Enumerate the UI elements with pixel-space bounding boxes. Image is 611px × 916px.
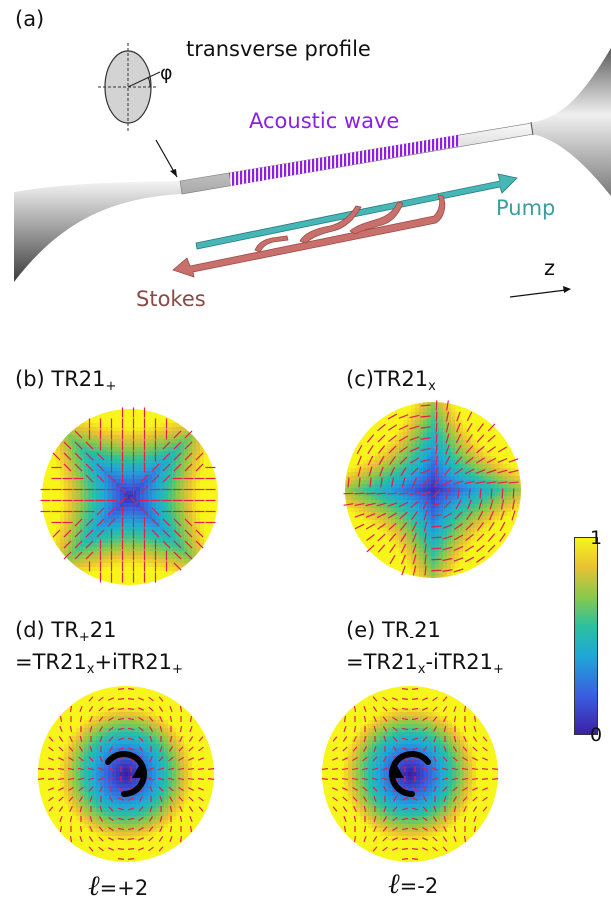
mode-plot-b [40, 407, 220, 587]
fiber-taper-diagram [14, 43, 611, 298]
right-taper [530, 48, 611, 196]
field-arrows [343, 400, 519, 576]
panel-d-formula: =TR21x+iTR21+ [15, 650, 183, 677]
panel-e-label: (e) TR-21 [346, 618, 441, 645]
panel-d-label: (d) TR+21 [15, 618, 117, 645]
colorbar-min-label: 0 [590, 724, 603, 746]
rotation-arrow-icon [105, 751, 147, 797]
transverse-profile-label: transverse profile [186, 37, 371, 61]
colorbar-max-label: 1 [590, 527, 603, 549]
stokes-label: Stokes [136, 287, 206, 311]
pump-label: Pump [496, 196, 556, 220]
field-arrows [37, 688, 215, 860]
rotation-arrow-icon [389, 751, 431, 797]
stokes-arrow [172, 194, 446, 278]
z-axis-label: z [544, 256, 556, 280]
panel-e-formula: =TR21x-iTR21+ [346, 650, 504, 677]
panel-c-label: (c)TR21x [346, 367, 436, 394]
l-value-d: ℓ=+2 [88, 869, 149, 902]
field-arrows [40, 407, 216, 583]
l-value-e: ℓ=-2 [388, 867, 439, 900]
mode-plot-e [320, 684, 500, 864]
mode-plot-c [343, 400, 523, 580]
mode-plot-d [36, 684, 216, 864]
transverse-profile-ellipse [98, 43, 161, 131]
panel-b-label: (b) TR21+ [15, 367, 117, 394]
colorbar [574, 537, 598, 735]
field-arrows [321, 688, 499, 860]
acoustic-wave-label: Acoustic wave [249, 109, 400, 133]
panel-a-label: (a) [15, 7, 45, 31]
acoustic-wave-region [229, 135, 460, 186]
panel-a-schematic: (a) transverse profile φ Acoustic wave P… [0, 0, 611, 330]
left-taper [14, 181, 182, 282]
phi-label: φ [160, 62, 173, 84]
